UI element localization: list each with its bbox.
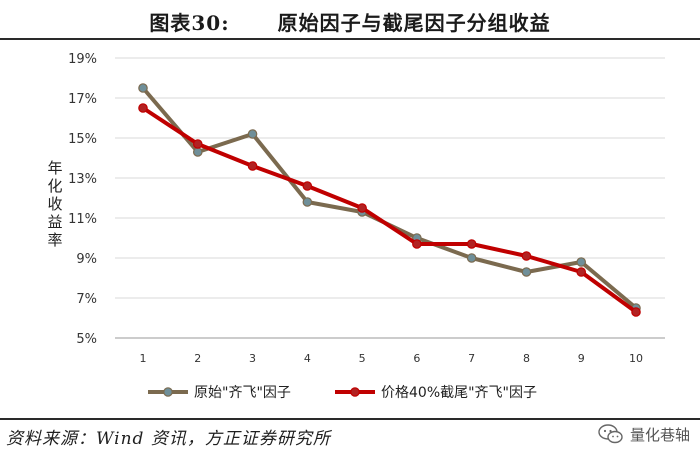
- figure-header: 图表30: 原始因子与截尾因子分组收益: [0, 0, 700, 40]
- y-axis-label-char: 收: [47, 195, 62, 213]
- x-tick-label: 7: [468, 352, 475, 365]
- y-axis-label-char: 率: [47, 231, 62, 249]
- top-rule: [0, 38, 700, 40]
- series-2-point: [631, 307, 641, 317]
- y-tick-label: 9%: [76, 252, 97, 267]
- series-1-point: [138, 83, 148, 93]
- series-1-point: [576, 257, 587, 267]
- x-tick-label: 5: [359, 352, 366, 365]
- x-tick-label: 8: [523, 352, 530, 365]
- legend-swatch-marker: [163, 387, 173, 397]
- series-2-point: [247, 161, 258, 171]
- watermark: 量化巷轴: [598, 422, 690, 446]
- series-1-point: [192, 147, 203, 157]
- watermark-text: 量化巷轴: [629, 425, 690, 444]
- y-tick-label: 15%: [68, 132, 97, 147]
- series-2-point: [576, 267, 587, 277]
- series-line-1: [141, 86, 638, 310]
- figure-title: 图表30: 原始因子与截尾因子分组收益: [0, 7, 700, 36]
- series-2-point: [412, 239, 422, 249]
- legend-swatch-marker: [350, 387, 360, 397]
- y-tick-label: 5%: [76, 332, 97, 347]
- y-tick-label: 13%: [68, 172, 97, 187]
- series-1-point: [521, 267, 532, 277]
- series-2-point: [521, 251, 532, 261]
- line-chart: 5% 7% 9% 11% 13% 15% 17% 19% 1 2 3 4 5 6 7 8 9 10 年化收益率原始"…: [47, 52, 665, 401]
- series-line-2: [141, 106, 638, 314]
- x-tick-label: 1: [140, 352, 147, 365]
- x-tick-label: 9: [578, 352, 585, 365]
- y-tick-label: 11%: [68, 212, 97, 227]
- x-tick-label: 2: [194, 352, 201, 365]
- series-2-point: [138, 103, 148, 113]
- y-tick-label: 19%: [68, 52, 97, 67]
- figure-title-text: 原始因子与截尾因子分组收益: [277, 11, 551, 35]
- y-tick-label: 17%: [68, 92, 97, 107]
- x-tick-label: 10: [629, 352, 643, 365]
- figure-label: 图表30:: [149, 11, 230, 35]
- series-1-point: [247, 129, 258, 139]
- y-tick-label: 7%: [76, 292, 97, 307]
- series-2-point: [357, 203, 367, 213]
- x-tick-label: 4: [304, 352, 311, 365]
- legend-label: 原始"齐飞"因子: [194, 385, 291, 401]
- series-1-point: [302, 197, 313, 207]
- bottom-rule: [0, 418, 700, 420]
- y-axis-label-char: 化: [47, 177, 62, 195]
- wechat-icon: [598, 424, 623, 444]
- series-2-point: [302, 181, 313, 191]
- series-1-point: [466, 253, 477, 263]
- x-tick-label: 6: [413, 352, 420, 365]
- series-2-point: [466, 239, 477, 249]
- source-note: 资料来源：Wind 资讯，方正证券研究所: [6, 429, 331, 449]
- x-tick-label: 3: [249, 352, 256, 365]
- y-axis-label-char: 年: [47, 159, 62, 177]
- y-axis-label-char: 益: [47, 213, 62, 231]
- series-2-point: [192, 139, 203, 149]
- legend-label: 价格40%截尾"齐飞"因子: [381, 385, 537, 401]
